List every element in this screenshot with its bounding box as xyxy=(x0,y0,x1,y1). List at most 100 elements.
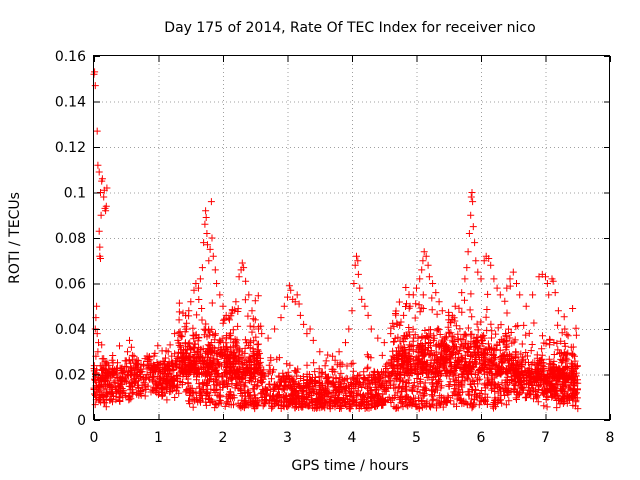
data-point xyxy=(244,312,252,320)
data-point xyxy=(205,257,213,265)
data-point xyxy=(340,380,348,388)
data-point xyxy=(227,395,234,403)
data-point xyxy=(258,330,266,338)
data-point xyxy=(429,374,437,382)
data-point xyxy=(506,362,514,370)
data-point xyxy=(441,347,449,355)
data-point xyxy=(443,356,451,364)
data-point xyxy=(432,365,439,372)
data-point xyxy=(331,356,339,364)
data-point xyxy=(159,358,167,366)
y-tick-label: 0.16 xyxy=(55,49,86,65)
data-point xyxy=(177,333,185,341)
data-point xyxy=(403,300,410,308)
data-point xyxy=(235,365,243,373)
data-point xyxy=(141,392,149,400)
data-point xyxy=(209,365,217,373)
data-point xyxy=(539,332,546,340)
data-point xyxy=(572,324,580,332)
data-point xyxy=(569,305,577,312)
data-point xyxy=(534,375,541,383)
data-point xyxy=(228,309,236,317)
data-point xyxy=(470,340,478,348)
data-point xyxy=(240,381,248,389)
data-point xyxy=(463,348,471,355)
data-point xyxy=(337,369,345,377)
y-axis-title: ROTI / TECUs xyxy=(7,192,23,284)
data-point xyxy=(567,359,575,367)
grid-lines xyxy=(94,56,610,420)
data-point xyxy=(506,334,514,342)
data-point xyxy=(310,359,318,367)
data-point xyxy=(223,381,231,389)
data-point xyxy=(279,374,287,382)
data-point xyxy=(192,280,200,287)
data-point xyxy=(293,372,301,380)
data-point xyxy=(350,280,358,287)
data-point xyxy=(342,339,349,347)
data-point xyxy=(115,374,123,382)
data-point xyxy=(280,403,288,411)
data-point xyxy=(472,257,480,265)
data-point xyxy=(305,371,313,378)
data-point xyxy=(202,207,210,215)
data-point xyxy=(204,364,211,372)
data-point xyxy=(441,336,448,344)
data-point xyxy=(549,361,557,369)
data-point xyxy=(343,362,351,370)
data-point xyxy=(455,358,463,366)
data-point xyxy=(487,320,495,328)
data-point xyxy=(374,334,382,342)
data-point xyxy=(234,399,242,407)
data-point xyxy=(452,322,460,330)
data-point xyxy=(98,366,105,374)
data-point xyxy=(388,361,396,369)
x-axis-title: GPS time / hours xyxy=(291,458,408,474)
data-point xyxy=(248,307,256,315)
data-point xyxy=(490,275,498,283)
data-point xyxy=(227,364,234,372)
data-point xyxy=(497,357,505,365)
data-point xyxy=(175,316,183,324)
data-point xyxy=(467,290,475,298)
data-point xyxy=(349,359,357,367)
data-point xyxy=(455,349,463,357)
data-point xyxy=(207,198,215,206)
data-point xyxy=(555,396,563,404)
data-point xyxy=(299,387,307,395)
data-point xyxy=(564,349,572,357)
data-point xyxy=(568,350,576,358)
data-point xyxy=(277,314,285,322)
data-point xyxy=(379,390,387,398)
data-point xyxy=(189,403,197,411)
data-point xyxy=(461,355,469,363)
data-point xyxy=(195,284,202,292)
data-point xyxy=(402,349,410,357)
data-point xyxy=(214,370,221,378)
data-point xyxy=(523,372,530,380)
data-point xyxy=(479,352,487,360)
data-point xyxy=(124,348,131,356)
data-point xyxy=(390,403,398,411)
data-point xyxy=(476,342,484,350)
data-point xyxy=(429,352,437,360)
data-point xyxy=(390,322,398,330)
data-point xyxy=(156,367,164,375)
data-point xyxy=(398,384,406,392)
data-point xyxy=(561,325,569,333)
data-point xyxy=(554,346,562,354)
data-point xyxy=(466,306,474,314)
data-point xyxy=(219,377,227,385)
y-tick-label: 0.04 xyxy=(55,322,86,338)
data-point xyxy=(538,345,546,353)
data-point xyxy=(316,404,324,412)
data-point xyxy=(488,357,496,365)
data-point xyxy=(303,394,311,402)
data-point xyxy=(215,400,223,408)
data-point xyxy=(436,392,444,400)
data-point xyxy=(533,394,541,402)
data-point xyxy=(549,382,556,390)
data-point xyxy=(264,334,272,342)
data-point xyxy=(104,361,112,369)
data-point xyxy=(204,389,212,397)
